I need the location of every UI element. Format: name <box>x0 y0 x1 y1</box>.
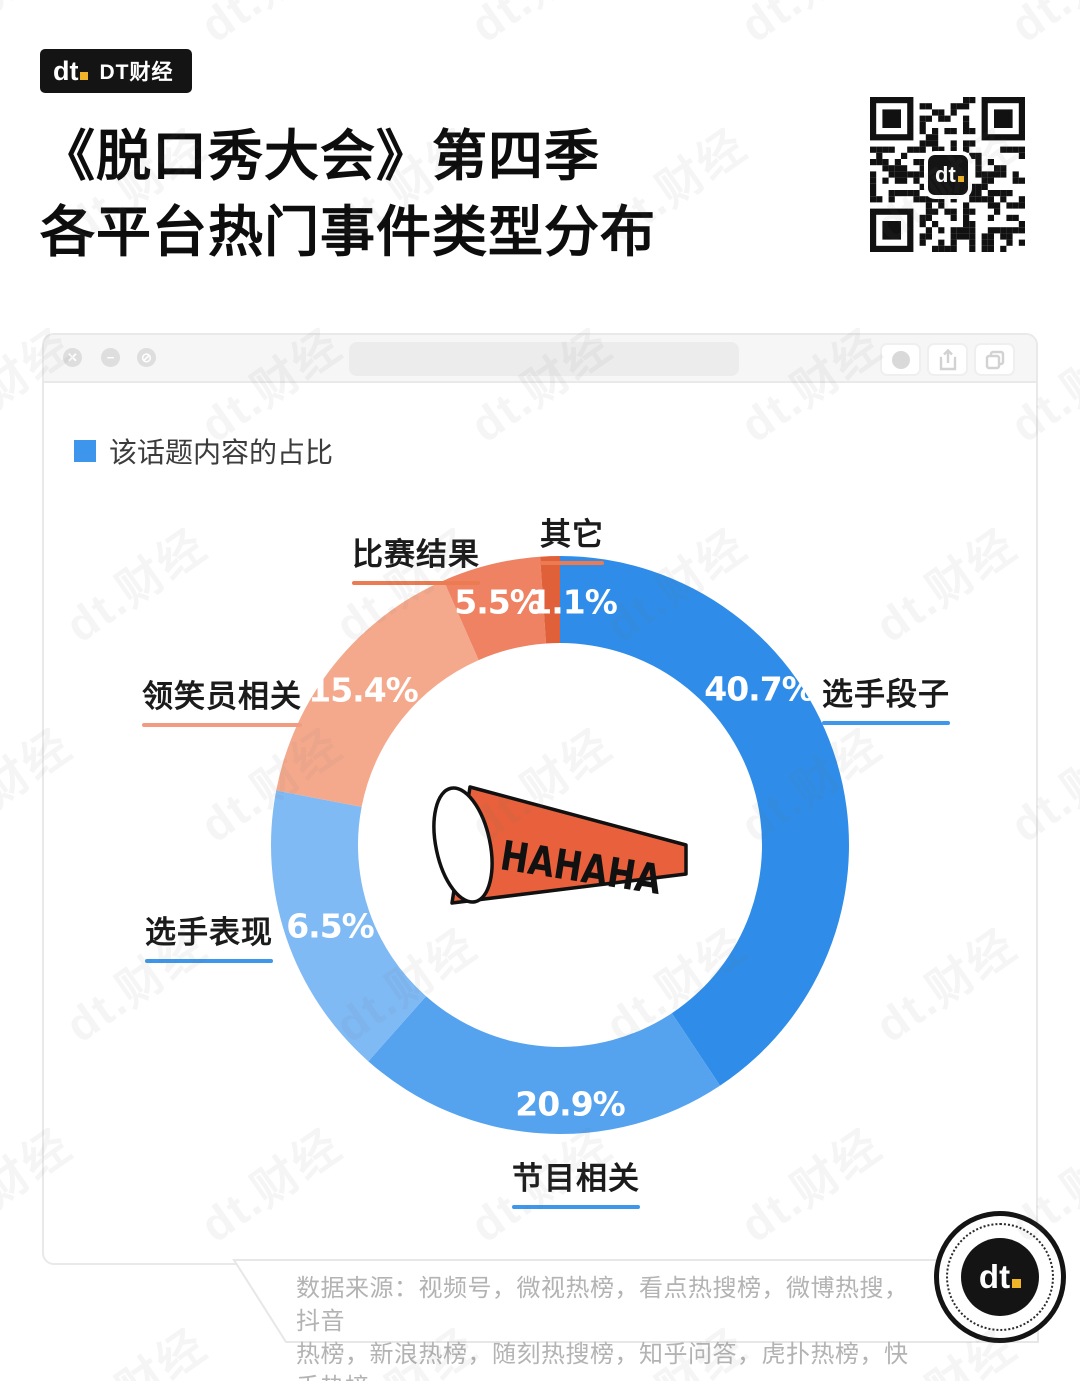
watermark-text: dt.财经 <box>50 1311 217 1381</box>
page-title: 《脱口秀大会》第四季 各平台热门事件类型分布 <box>40 118 840 270</box>
brand-name: DT财经 <box>99 61 174 84</box>
dt-logo-icon: dt <box>53 56 89 87</box>
window-titlebar: ✕ − ⊘ <box>44 335 1036 383</box>
dt-logo-icon: dt <box>979 1258 1022 1296</box>
category-label-选手表现: 选手表现 <box>145 907 273 963</box>
category-underline <box>145 959 273 963</box>
window-block-button[interactable]: ⊘ <box>137 348 156 367</box>
watermark-text: dt.财经 <box>725 0 892 55</box>
megaphone-illustration: HAHAHA <box>432 785 688 905</box>
record-dot-icon <box>891 350 910 369</box>
donut-segment-选手段子[interactable] <box>560 556 849 1086</box>
legend-swatch <box>74 440 96 462</box>
page-title-line1: 《脱口秀大会》第四季 <box>40 123 601 188</box>
category-label-节目相关: 节目相关 <box>512 1153 640 1209</box>
category-label-text: 其它 <box>540 517 604 552</box>
value-label-选手表现: 16.5% <box>264 906 374 946</box>
category-underline <box>540 561 604 565</box>
share-button[interactable] <box>927 343 968 376</box>
category-underline <box>512 1205 640 1209</box>
dt-logo-dot <box>80 71 89 80</box>
copy-button[interactable] <box>974 343 1015 376</box>
value-label-节目相关: 20.9% <box>515 1084 625 1124</box>
category-label-text: 节目相关 <box>512 1161 640 1196</box>
dt-stamp-logo: dt <box>934 1211 1066 1343</box>
donut-segment-节目相关[interactable] <box>368 996 721 1134</box>
watermark-text: dt.财经 <box>0 0 83 55</box>
chart-legend: 该话题内容的占比 <box>74 431 333 471</box>
watermark-text: dt.财经 <box>455 0 622 55</box>
source-banner <box>232 1259 1039 1343</box>
window-minimize-button[interactable]: − <box>101 348 120 367</box>
value-label-比赛结果: 5.5% <box>454 582 543 622</box>
category-label-text: 选手段子 <box>822 677 950 712</box>
record-dot-button[interactable] <box>880 343 921 376</box>
data-source-line1: 数据来源：视频号，微视热榜，看点热搜榜，微博热搜，抖音 <box>296 1275 909 1335</box>
donut-segment-领笑员相关[interactable] <box>276 580 479 807</box>
category-label-text: 选手表现 <box>145 915 273 950</box>
category-label-选手段子: 选手段子 <box>822 669 950 725</box>
legend-label: 该话题内容的占比 <box>109 437 334 468</box>
stamp-dotted-ring <box>946 1223 1054 1331</box>
dt-logo-dot <box>1012 1279 1022 1288</box>
window-close-button[interactable]: ✕ <box>63 348 82 367</box>
megaphone-opening <box>432 786 494 904</box>
page-title-line2: 各平台热门事件类型分布 <box>40 199 657 264</box>
data-source-line2: 热榜，新浪热榜，随刻热搜榜，知乎问答，虎扑热榜，快手热榜 <box>296 1341 909 1381</box>
svg-text:dt: dt <box>935 162 956 187</box>
category-underline <box>822 721 950 725</box>
category-label-领笑员相关: 领笑员相关 <box>142 671 302 727</box>
qr-code: dt <box>868 95 1027 254</box>
category-underline <box>352 581 480 585</box>
share-icon <box>939 348 956 370</box>
address-bar[interactable] <box>349 342 739 376</box>
donut-segment-选手表现[interactable] <box>271 790 427 1062</box>
brand-badge: dt DT财经 <box>40 49 192 93</box>
copy-icon <box>985 350 1004 369</box>
watermark-text: dt.财经 <box>185 0 352 55</box>
stamp-core: dt <box>961 1238 1039 1316</box>
watermark-text: dt.财经 <box>995 0 1080 55</box>
category-label-其它: 其它 <box>540 509 604 565</box>
value-label-选手段子: 40.7% <box>704 669 814 709</box>
category-label-text: 比赛结果 <box>352 537 480 572</box>
category-underline <box>142 723 302 727</box>
data-source-text: 数据来源：视频号，微视热榜，看点热搜榜，微博热搜，抖音 热榜，新浪热榜，随刻热搜… <box>296 1272 916 1381</box>
category-label-比赛结果: 比赛结果 <box>352 529 480 585</box>
value-label-领笑员相关: 15.4% <box>308 670 418 710</box>
donut-segment-其它[interactable] <box>540 556 560 644</box>
value-label-其它: 1.1% <box>529 582 618 622</box>
category-label-text: 领笑员相关 <box>142 679 302 714</box>
